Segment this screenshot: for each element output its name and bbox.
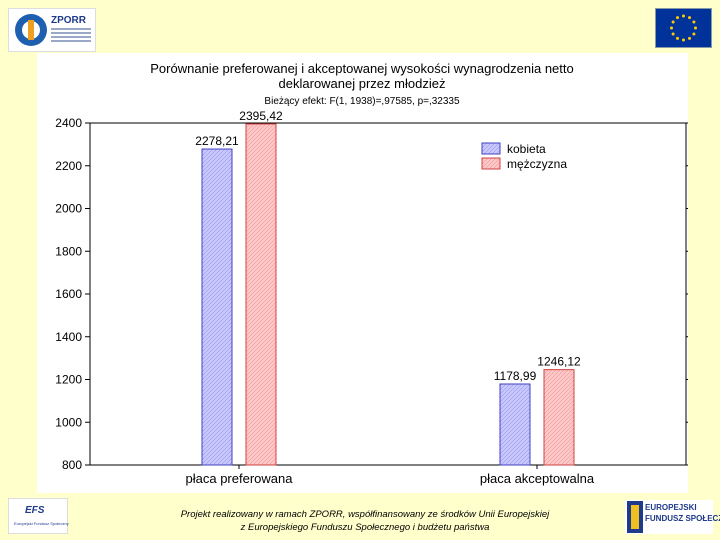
y-tick-label: 800 <box>62 458 82 472</box>
eu-stars-icon <box>670 14 697 42</box>
y-tick-label: 1400 <box>55 330 82 344</box>
legend-swatch <box>481 157 501 170</box>
plot-frame <box>89 122 687 466</box>
y-tick-label: 1000 <box>55 415 82 429</box>
y-tick-label: 1800 <box>55 244 82 258</box>
bar-value-label: 1178,99 <box>494 369 537 383</box>
efs-logo-text: EFS <box>25 505 45 516</box>
zporr-logo-subtext <box>51 28 91 30</box>
footer-text: Projekt realizowany w ramach ZPORR, wspó… <box>160 508 570 534</box>
bar-value-label: 1246,12 <box>537 355 581 369</box>
bar-value-label: 2395,42 <box>239 109 283 123</box>
y-tick-label: 1600 <box>55 287 82 301</box>
bar-value-label: 2278,21 <box>195 134 239 148</box>
efs-logo: EFS Europejski Fundusz Społeczny <box>8 498 69 534</box>
legend-swatch <box>481 142 501 155</box>
chart-title-line2: deklarowanej przez młodzież <box>279 76 446 91</box>
chart-subtitle: Bieżący efekt: F(1, 1938)=,97585, p=,323… <box>264 96 460 107</box>
zporr-logo-text: ZPORR <box>51 15 86 26</box>
footer-line1: Projekt realizowany w ramach ZPORR, wspó… <box>180 509 550 520</box>
efs-emblem-icon <box>627 501 643 533</box>
footer-line2: z Europejskiego Funduszu Społecznego i b… <box>240 522 490 533</box>
y-tick-label: 2000 <box>55 202 82 216</box>
efs-eu-logo: EUROPEJSKI FUNDUSZ SPOŁECZNY <box>625 500 720 534</box>
bar-kobieta <box>201 148 233 466</box>
y-tick-label: 2400 <box>55 116 82 130</box>
efs-logo-small: Europejski Fundusz Społeczny <box>14 521 69 526</box>
eu-flag-icon <box>655 8 712 48</box>
y-tick-label: 1200 <box>55 373 82 387</box>
legend-label: kobieta <box>507 142 546 156</box>
bar-mezczyzna <box>245 123 277 466</box>
zporr-emblem-icon <box>15 14 47 46</box>
efs-logo-line1: EUROPEJSKI <box>645 503 697 512</box>
legend-label: mężczyzna <box>507 157 567 171</box>
zporr-logo: ZPORR <box>8 8 96 52</box>
x-category-label: płaca preferowana <box>186 471 294 486</box>
efs-logo-line2: FUNDUSZ SPOŁECZNY <box>645 514 720 523</box>
bar-kobieta <box>499 383 531 466</box>
bar-chart: Porównanie preferowanej i akceptowanej w… <box>55 61 690 486</box>
bar-mezczyzna <box>543 369 575 466</box>
chart-panel: Porównanie preferowanej i akceptowanej w… <box>37 53 690 493</box>
chart-title-line1: Porównanie preferowanej i akceptowanej w… <box>150 61 573 76</box>
y-tick-label: 2200 <box>55 159 82 173</box>
x-category-label: płaca akceptowalna <box>480 471 595 486</box>
